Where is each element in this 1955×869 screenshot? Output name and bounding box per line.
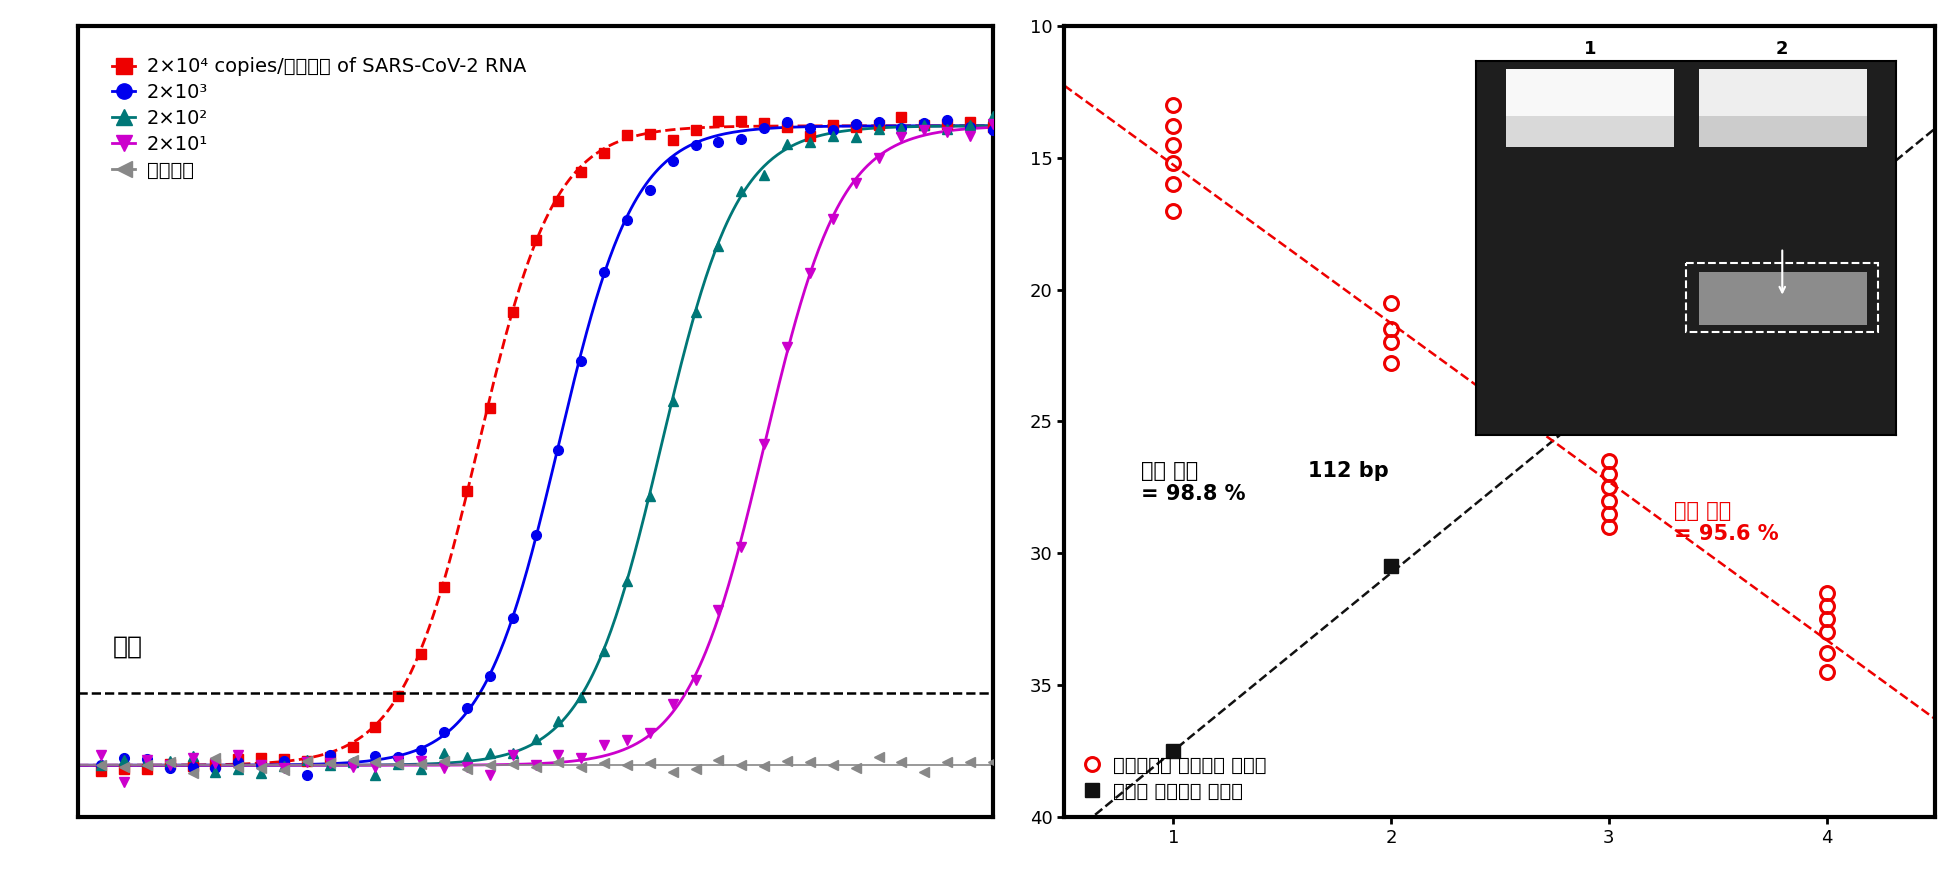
Text: 112 bp: 112 bp	[1308, 461, 1388, 481]
Text: 증폭 효율
= 98.8 %: 증폭 효율 = 98.8 %	[1140, 461, 1245, 504]
Legend: 2×10⁴ copies/카트리지 of SARS-CoV-2 RNA, 2×10³, 2×10², 2×10¹, 음성검체: 2×10⁴ copies/카트리지 of SARS-CoV-2 RNA, 2×1…	[106, 51, 532, 185]
Text: 증폭 효율
= 95.6 %: 증폭 효율 = 95.6 %	[1673, 501, 1779, 544]
Text: 역치: 역치	[113, 634, 143, 659]
Legend: 플라즈모닉 핵산분석 시스템, 벤치탑 핵산분석 시스템: 플라즈모닉 핵산분석 시스템, 벤치탑 핵산분석 시스템	[1073, 750, 1273, 807]
Bar	[1685, 263, 1879, 332]
